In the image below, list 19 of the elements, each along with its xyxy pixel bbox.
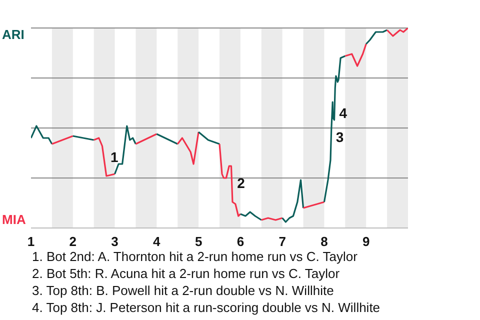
x-tick-label: 5 bbox=[194, 234, 202, 249]
annotation: 1 bbox=[110, 149, 119, 165]
annotation: 3 bbox=[336, 129, 344, 145]
x-tick-label: 1 bbox=[27, 234, 35, 249]
x-tick-label: 9 bbox=[362, 234, 370, 249]
x-tick-label: 6 bbox=[236, 234, 244, 249]
x-tick-label: 4 bbox=[153, 234, 162, 249]
x-tick-label: 3 bbox=[111, 234, 118, 249]
text: 1. Bot 2nd: A. Thornton hit a 2-run home run vs C. Taylor bbox=[32, 248, 358, 265]
x-tick-label: 2 bbox=[69, 234, 77, 249]
text: MIA bbox=[2, 212, 26, 227]
text: 2. Bot 5th: R. Acuna hit a 2-run home run vs C. Taylor bbox=[32, 265, 341, 282]
text: 3. Top 8th: B. Powell hit a 2-run double vs N. Willhite bbox=[32, 282, 335, 299]
x-tick-label: 8 bbox=[320, 234, 328, 249]
text: ARI bbox=[2, 27, 24, 42]
x-tick-label: 7 bbox=[278, 234, 286, 249]
text: 4. Top 8th: J. Peterson hit a run-scoring double vs N. Willhite bbox=[32, 299, 382, 316]
annotation: 4 bbox=[339, 105, 348, 121]
annotation: 2 bbox=[237, 175, 246, 191]
